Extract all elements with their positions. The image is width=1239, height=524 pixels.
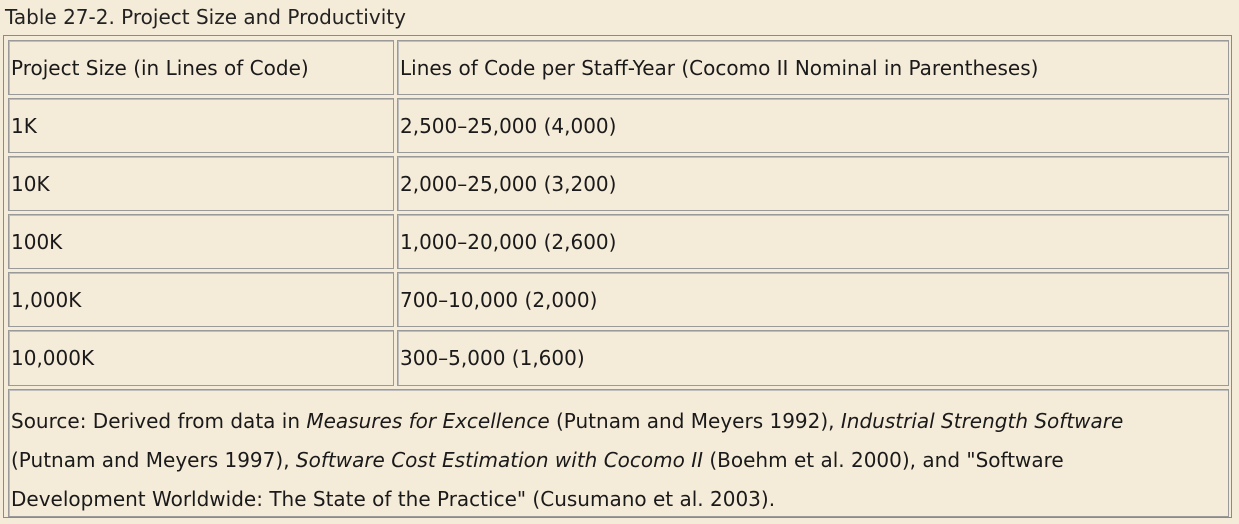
table-row-loc: 1,000–20,000 (2,600): [397, 214, 1229, 269]
source-text-4: Development Worldwide: The State of the …: [11, 487, 776, 511]
table-row-loc: 2,500–25,000 (4,000): [397, 98, 1229, 153]
table-row-loc: 700–10,000 (2,000): [397, 272, 1229, 327]
source-line-2: (Putnam and Meyers 1997), Software Cost …: [11, 441, 1228, 480]
source-prefix: Source: Derived from data in: [11, 409, 307, 433]
table-row-size: 1K: [8, 98, 394, 153]
table-row-size: 100K: [8, 214, 394, 269]
productivity-table: [3, 35, 1232, 518]
source-line-3: Development Worldwide: The State of the …: [11, 480, 1228, 519]
source-title-industrial: Industrial Strength Software: [840, 409, 1124, 433]
header-loc-per-staff-year: Lines of Code per Staff-Year (Cocomo II …: [397, 40, 1229, 95]
source-text-3: (Boehm et al. 2000), and "Software: [703, 448, 1064, 472]
source-title-measures: Measures for Excellence: [306, 409, 550, 433]
table-row-loc: 300–5,000 (1,600): [397, 330, 1229, 386]
source-text-1: (Putnam and Meyers 1992),: [549, 409, 841, 433]
source-line-1: Source: Derived from data in Measures fo…: [11, 402, 1228, 441]
table-row-size: 10,000K: [8, 330, 394, 386]
source-title-cocomo: Software Cost Estimation with Cocomo II: [295, 448, 703, 472]
source-note: Source: Derived from data in Measures fo…: [8, 389, 1229, 517]
table-row-size: 10K: [8, 156, 394, 211]
table-row-size: 1,000K: [8, 272, 394, 327]
table-row-loc: 2,000–25,000 (3,200): [397, 156, 1229, 211]
source-text-2: (Putnam and Meyers 1997),: [11, 448, 296, 472]
table-caption: Table 27-2. Project Size and Productivit…: [5, 5, 406, 29]
header-project-size: Project Size (in Lines of Code): [8, 40, 394, 95]
